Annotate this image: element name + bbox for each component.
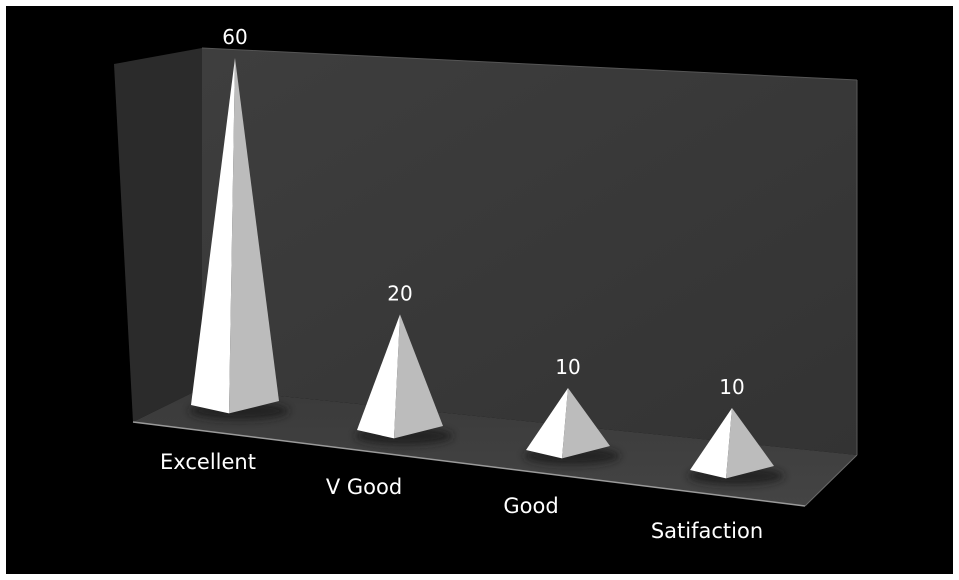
floor-right-edge (804, 454, 858, 507)
pyramid-face-lit (526, 388, 568, 459)
wall-top-edge (201, 47, 858, 81)
pyramid-bar-satifaction (688, 408, 784, 485)
pyramid-bar-excellent (189, 58, 289, 420)
data-label: 10 (719, 375, 744, 399)
side-wall (114, 48, 202, 422)
category-label: Excellent (160, 450, 256, 474)
chart-frame: 60 Excellent 20 V Good 10 Good 10 Satifaction (6, 6, 953, 574)
pyramid-chart: 60 Excellent 20 V Good 10 Good 10 Satifaction (114, 25, 858, 543)
pyramid-face-shaded (562, 388, 610, 459)
pyramid-bar-v-good (355, 314, 453, 445)
pyramid-bar-good (524, 388, 620, 465)
back-wall (202, 48, 857, 455)
category-label: V Good (326, 475, 402, 499)
pyramid-face-shaded (394, 314, 443, 439)
pyramid-face-lit (690, 408, 732, 479)
floor-front-edge (132, 421, 806, 507)
chart-floor (133, 388, 857, 506)
data-label: 10 (555, 355, 580, 379)
category-label: Good (503, 494, 558, 518)
pyramid-face-shaded (229, 58, 279, 414)
category-label: Satifaction (651, 519, 763, 543)
chart-marks: 60 Excellent 20 V Good 10 Good 10 Satifaction (160, 25, 784, 543)
data-label: 60 (222, 25, 247, 49)
pyramid-face-shaded (726, 408, 774, 479)
data-label: 20 (387, 281, 412, 305)
pyramid-face-lit (191, 58, 235, 414)
pyramid-face-lit (357, 314, 400, 439)
